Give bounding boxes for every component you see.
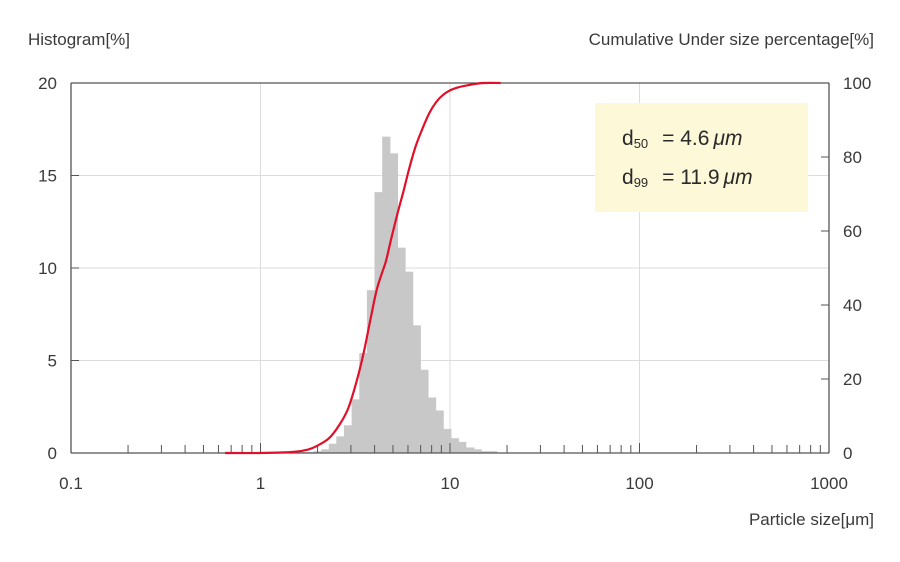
x-tick-label: 0.1 (59, 474, 83, 493)
d50-unit: μm (712, 127, 742, 150)
y-right-tick-label: 80 (843, 148, 862, 167)
histogram-bar (466, 447, 475, 453)
tick-labels: 0.1 1 10 100 1000 0 5 10 15 20 0 20 40 60 80 100 (38, 74, 871, 493)
x-tick-label: 100 (625, 474, 653, 493)
x-tick-label: 10 (441, 474, 460, 493)
y-axis-left-label: Histogram[%] (28, 30, 131, 49)
d50-subscript: 50 (634, 136, 648, 151)
d99-prefix: d (622, 166, 634, 189)
histogram-bar (351, 399, 360, 453)
y-left-tick-label: 0 (48, 444, 57, 463)
histogram-bar (389, 153, 399, 454)
d99-subscript: 99 (634, 175, 648, 190)
d50-prefix: d (622, 127, 634, 150)
histogram-bar (435, 410, 444, 453)
y-right-tick-label: 60 (843, 222, 862, 241)
y-right-tick-label: 100 (843, 74, 871, 93)
d50-text: d50 = 4.6 μm (622, 127, 742, 151)
y-right-tick-label: 40 (843, 296, 862, 315)
histogram-bar (443, 428, 452, 453)
histogram-bar (397, 247, 406, 453)
y-left-tick-label: 10 (38, 259, 57, 278)
histogram-bar (473, 449, 482, 453)
y-left-tick-label: 5 (48, 352, 57, 371)
histogram-bar (450, 438, 459, 453)
histogram-bar (427, 397, 437, 453)
stats-annotation: d50 = 4.6 μm d99 = 11.9 μm (595, 103, 808, 212)
histogram-bar (374, 192, 383, 453)
cumulative-curve-group (225, 81, 501, 455)
histogram-bar (405, 271, 414, 453)
annotation-background (595, 103, 808, 212)
d99-value: = 11.9 (662, 166, 719, 189)
histogram-bars (229, 136, 498, 454)
histogram-bar (481, 451, 490, 453)
y-left-tick-label: 20 (38, 74, 57, 93)
x-tick-label: 1000 (810, 474, 848, 493)
histogram-bar (412, 325, 421, 453)
y-axis-right-label: Cumulative Under size percentage[%] (588, 30, 874, 49)
histogram-bar (336, 436, 345, 453)
y-left-tick-label: 15 (38, 167, 57, 186)
histogram-bar (382, 136, 391, 453)
axes (70, 82, 830, 454)
histogram-bar (420, 369, 429, 453)
y-right-tick-label: 20 (843, 370, 862, 389)
y-right-tick-label: 0 (843, 444, 852, 463)
histogram-bar (344, 425, 353, 453)
histogram-bar (359, 353, 368, 453)
histogram-bar (321, 449, 330, 453)
cumulative-curve (225, 81, 501, 455)
d99-text: d99 = 11.9 μm (622, 166, 753, 190)
d50-value: = 4.6 (662, 127, 709, 150)
histogram-bar (366, 290, 376, 453)
histogram-bar (489, 451, 498, 453)
histogram-bar (458, 441, 467, 453)
histogram-bar (328, 443, 337, 453)
x-axis-label: Particle size[μm] (748, 510, 874, 529)
x-tick-label: 1 (256, 474, 265, 493)
d99-unit: μm (723, 166, 753, 189)
